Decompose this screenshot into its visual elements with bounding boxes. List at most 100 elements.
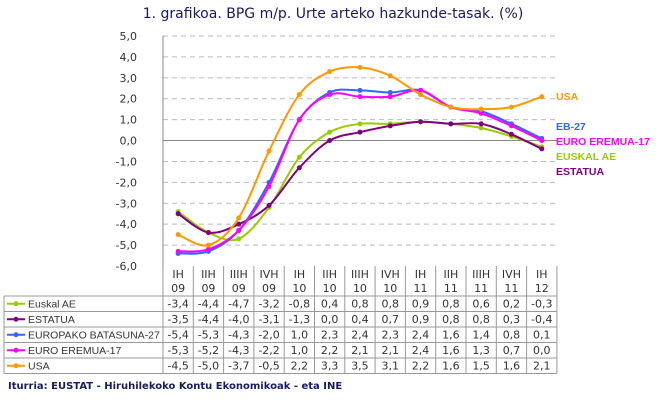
- data-point: [205, 230, 211, 236]
- y-tick-label: -6,0: [116, 260, 137, 273]
- x-tick-label: IVH: [381, 268, 400, 281]
- x-tick-label: 10: [323, 282, 337, 295]
- data-point: [387, 73, 393, 79]
- table-cell: -2,2: [258, 344, 279, 357]
- y-tick-label: -2,0: [116, 176, 137, 189]
- table-cell: -0,4: [531, 313, 552, 326]
- x-tick-label: 11: [504, 282, 518, 295]
- table-cell: -4,3: [228, 329, 249, 342]
- data-point: [418, 87, 424, 93]
- table-cell: 0,0: [321, 313, 339, 326]
- table-cell: 1,5: [472, 360, 490, 373]
- legend-marker: [13, 316, 19, 322]
- data-point: [508, 123, 514, 129]
- data-point: [508, 131, 514, 137]
- data-point: [296, 165, 302, 171]
- data-point: [296, 117, 302, 123]
- legend-marker: [13, 347, 19, 353]
- y-tick-label: -1,0: [116, 155, 137, 168]
- x-tick-label: 11: [444, 282, 458, 295]
- table-cell: -3,4: [167, 298, 188, 311]
- data-point: [175, 211, 181, 217]
- table-cell: 0,4: [351, 313, 369, 326]
- series-end-label: EUSKAL AE: [556, 151, 616, 163]
- y-tick-label: 2,0: [120, 93, 138, 106]
- x-tick-label: IIH: [322, 268, 337, 281]
- series-end-label: EB-27: [556, 121, 586, 133]
- legend-marker: [13, 332, 19, 338]
- data-point: [539, 146, 545, 152]
- data-point: [539, 94, 545, 100]
- data-point: [478, 125, 484, 131]
- data-point: [327, 69, 333, 75]
- data-point: [418, 119, 424, 125]
- table-cell: 0,8: [351, 298, 369, 311]
- data-point: [357, 87, 363, 93]
- table-cell: 0,3: [503, 313, 521, 326]
- table-cell: -0,5: [258, 360, 279, 373]
- data-point: [236, 227, 242, 233]
- table-cell: 1,6: [442, 360, 460, 373]
- table-cell: 0,9: [412, 313, 430, 326]
- series-end-label: EURO EREMUA-17: [556, 136, 650, 148]
- data-point: [387, 123, 393, 129]
- series-line-euskal-ae: [177, 120, 543, 242]
- table-cell: -3,5: [167, 313, 188, 326]
- table-cell: 1,4: [472, 329, 490, 342]
- data-point: [418, 92, 424, 98]
- x-tick-label: 09: [171, 282, 185, 295]
- table-cell: -4,4: [198, 298, 219, 311]
- x-tick-label: IIIH: [351, 268, 369, 281]
- legend-label: ESTATUA: [28, 314, 75, 326]
- table-cell: -4,0: [228, 313, 249, 326]
- data-point: [236, 221, 242, 227]
- table-cell: 2,4: [412, 344, 430, 357]
- table-cell: 2,2: [291, 360, 309, 373]
- x-tick-label: 09: [232, 282, 246, 295]
- table-cell: -1,3: [289, 313, 310, 326]
- table-cell: 0,8: [503, 329, 521, 342]
- x-tick-label: 11: [414, 282, 428, 295]
- data-point: [266, 184, 272, 190]
- table-cell: -3,1: [258, 313, 279, 326]
- table-cell: -4,4: [198, 313, 219, 326]
- table-cell: -0,3: [531, 298, 552, 311]
- table-cell: 0,8: [472, 313, 490, 326]
- table-cell: 2,1: [382, 344, 400, 357]
- data-point: [539, 138, 545, 144]
- table-cell: -5,0: [198, 360, 219, 373]
- x-tick-label: 10: [383, 282, 397, 295]
- table-cell: 2,3: [321, 329, 339, 342]
- data-point: [327, 92, 333, 98]
- series-line-estatua: [177, 120, 543, 234]
- table-cell: 0,2: [503, 298, 521, 311]
- table-cell: 1,0: [291, 344, 309, 357]
- data-point: [508, 104, 514, 110]
- table-cell: 0,1: [533, 329, 551, 342]
- source-note: Iturria: EUSTAT - Hiruhilekoko Kontu Eko…: [8, 381, 343, 392]
- chart-title: 1. grafikoa. BPG m/p. Urte arteko hazkun…: [142, 6, 524, 22]
- data-point: [357, 64, 363, 70]
- x-tick-label: IH: [415, 268, 427, 281]
- table-cell: -3,7: [228, 360, 249, 373]
- table-cell: -5,2: [198, 344, 219, 357]
- table-cell: -2,0: [258, 329, 279, 342]
- table-cell: 0,7: [382, 313, 400, 326]
- table-cell: 3,3: [321, 360, 339, 373]
- table-cell: -4,3: [228, 344, 249, 357]
- legend-marker: [13, 363, 19, 369]
- table-cell: 2,2: [412, 360, 430, 373]
- table-cell: -5,3: [198, 329, 219, 342]
- data-point: [236, 236, 242, 242]
- table-cell: -4,5: [167, 360, 188, 373]
- x-tick-label: IVH: [502, 268, 521, 281]
- y-tick-label: -3,0: [116, 197, 137, 210]
- data-point: [205, 242, 211, 248]
- data-point: [387, 89, 393, 95]
- x-tick-label: IH: [536, 268, 548, 281]
- y-tick-label: 0,0: [120, 135, 138, 148]
- data-point: [266, 202, 272, 208]
- table-cell: 0,0: [533, 344, 551, 357]
